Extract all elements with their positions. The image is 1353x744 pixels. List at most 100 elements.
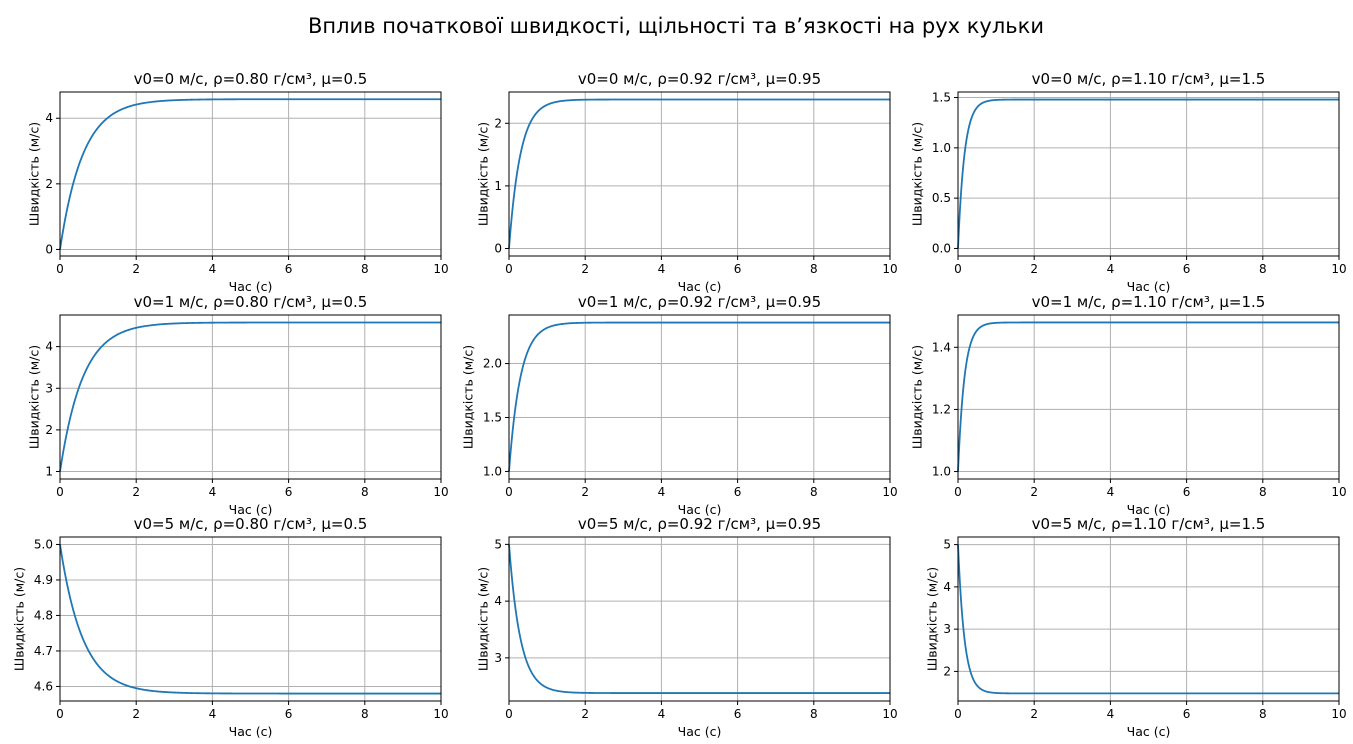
y-tick-label: 0.0: [932, 241, 951, 255]
x-tick-label: 10: [433, 707, 448, 721]
x-tick-label: 0: [954, 707, 962, 721]
x-axis-label: Час (с): [229, 502, 273, 517]
figure-suptitle: Вплив початкової швидкості, щільності та…: [308, 14, 1044, 38]
grid: [957, 315, 1340, 479]
x-tick-label: 10: [882, 485, 897, 499]
x-axis-label: Час (с): [678, 502, 722, 517]
x-axis-label: Час (с): [1127, 724, 1171, 739]
subplot-title: v0=0 м/с, ρ=0.92 г/см³, μ=0.95: [578, 70, 821, 88]
subplot-title: v0=0 м/с, ρ=0.80 г/см³, μ=0.5: [134, 70, 368, 88]
y-tick-label: 4: [45, 340, 53, 354]
x-tick-label: 0: [954, 485, 962, 499]
y-tick-label: 5: [494, 537, 502, 551]
x-tick-label: 6: [734, 485, 742, 499]
axes-frame: [59, 536, 442, 702]
x-tick-label: 8: [361, 707, 369, 721]
x-axis-label: Час (с): [229, 724, 273, 739]
x-tick-label: 8: [361, 262, 369, 276]
subplot-title: v0=1 м/с, ρ=1.10 г/см³, μ=1.5: [1032, 293, 1266, 311]
x-tick-label: 4: [1107, 485, 1115, 499]
y-tick-label: 4.8: [34, 608, 53, 622]
x-axis-label: Час (с): [229, 279, 273, 294]
axes-frame: [957, 536, 1340, 702]
y-tick-label: 1.5: [932, 91, 951, 105]
x-tick-label: 4: [1107, 262, 1115, 276]
x-tick-label: 6: [734, 707, 742, 721]
subplot-title: v0=5 м/с, ρ=0.92 г/см³, μ=0.95: [578, 515, 821, 533]
grid: [59, 92, 442, 256]
y-axis-label: Швидкість (м/с): [27, 122, 42, 226]
y-tick-label: 1.0: [932, 465, 951, 479]
x-tick-label: 4: [658, 262, 666, 276]
subplot-title: v0=5 м/с, ρ=0.80 г/см³, μ=0.5: [134, 515, 368, 533]
grid: [508, 537, 891, 701]
x-tick-label: 4: [209, 485, 217, 499]
x-tick-label: 4: [209, 262, 217, 276]
y-tick-label: 4.7: [34, 644, 53, 658]
y-tick-label: 0: [494, 241, 502, 255]
x-tick-label: 0: [56, 485, 64, 499]
y-axis-label: Швидкість (м/с): [476, 122, 491, 226]
subplot-6: 0 2 4 6 8 10 1.0 1.2 1.4 v0=1 м/с, ρ=1.10 г/см³, …: [910, 293, 1347, 517]
subplot-3: 0 2 4 6 8 10 0.0 0.5 1.0 1.5 v0=0 м/с, ρ=1.10 г/см…: [910, 70, 1347, 294]
x-tick-label: 6: [1183, 262, 1191, 276]
x-tick-label: 4: [658, 485, 666, 499]
x-tick-label: 0: [56, 262, 64, 276]
y-tick-label: 4: [494, 594, 502, 608]
x-tick-label: 0: [505, 707, 513, 721]
grid: [957, 537, 1340, 701]
x-tick-label: 8: [361, 485, 369, 499]
y-tick-label: 1: [45, 465, 53, 479]
x-axis-label: Час (с): [678, 279, 722, 294]
y-axis-label: Швидкість (м/с): [476, 567, 491, 671]
x-tick-label: 2: [581, 262, 589, 276]
y-axis-label: Швидкість (м/с): [910, 122, 925, 226]
series-line: [508, 544, 890, 694]
x-tick-label: 2: [581, 707, 589, 721]
x-tick-label: 8: [810, 707, 818, 721]
x-tick-label: 0: [505, 262, 513, 276]
subplot-1: 0 2 4 6 8 10 0 2 4 v0=0 м/с, ρ=0.80 г/см³, μ=0.5 Ч…: [27, 70, 449, 294]
y-axis-label: Швидкість (м/с): [12, 567, 27, 671]
y-tick-label: 3: [943, 622, 951, 636]
x-tick-label: 0: [954, 262, 962, 276]
y-tick-label: 2: [45, 177, 53, 191]
y-tick-label: 2: [494, 116, 502, 130]
subplot-title: v0=0 м/с, ρ=1.10 г/см³, μ=1.5: [1032, 70, 1266, 88]
subplot-7: 0 2 4 6 8 10 4.6 4.7 4.8 4.9 5.0 v0=5 м/с, ρ=0.80 г…: [12, 515, 449, 739]
subplot-5: 0 2 4 6 8 10 1.0 1.5 2.0 v0=1 м/с, ρ=0.92 г/см³, …: [461, 293, 898, 517]
series-line: [59, 544, 441, 695]
grid: [508, 315, 891, 479]
x-tick-label: 6: [1183, 485, 1191, 499]
y-tick-label: 1.5: [483, 411, 502, 425]
x-tick-label: 10: [433, 485, 448, 499]
x-axis-label: Час (с): [678, 724, 722, 739]
x-tick-label: 2: [132, 707, 140, 721]
y-tick-label: 0: [45, 242, 53, 256]
x-tick-label: 10: [882, 262, 897, 276]
x-tick-label: 8: [810, 262, 818, 276]
y-tick-label: 1.0: [932, 141, 951, 155]
y-tick-label: 2.0: [483, 357, 502, 371]
series-line: [508, 321, 890, 472]
x-tick-label: 6: [1183, 707, 1191, 721]
y-tick-label: 5: [943, 538, 951, 552]
subplot-title: v0=5 м/с, ρ=1.10 г/см³, μ=1.5: [1032, 515, 1266, 533]
x-tick-label: 6: [285, 707, 293, 721]
subplot-title: v0=1 м/с, ρ=0.92 г/см³, μ=0.95: [578, 293, 821, 311]
x-tick-label: 6: [734, 262, 742, 276]
y-tick-label: 4.6: [34, 679, 53, 693]
axes-frame: [957, 314, 1340, 480]
subplot-9: 0 2 4 6 8 10 2 3 4 5 v0=5 м/с, ρ=1.10 г/см³, μ=1.5…: [925, 515, 1347, 739]
y-tick-label: 1.2: [932, 402, 951, 416]
x-tick-label: 10: [1331, 707, 1346, 721]
y-axis-label: Швидкість (м/с): [461, 345, 476, 449]
y-tick-label: 0.5: [932, 191, 951, 205]
grid: [59, 315, 442, 479]
y-tick-label: 5.0: [34, 537, 53, 551]
y-tick-label: 1.0: [483, 464, 502, 478]
x-tick-label: 10: [1331, 262, 1346, 276]
x-axis-label: Час (с): [1127, 502, 1171, 517]
y-tick-label: 3: [494, 651, 502, 665]
